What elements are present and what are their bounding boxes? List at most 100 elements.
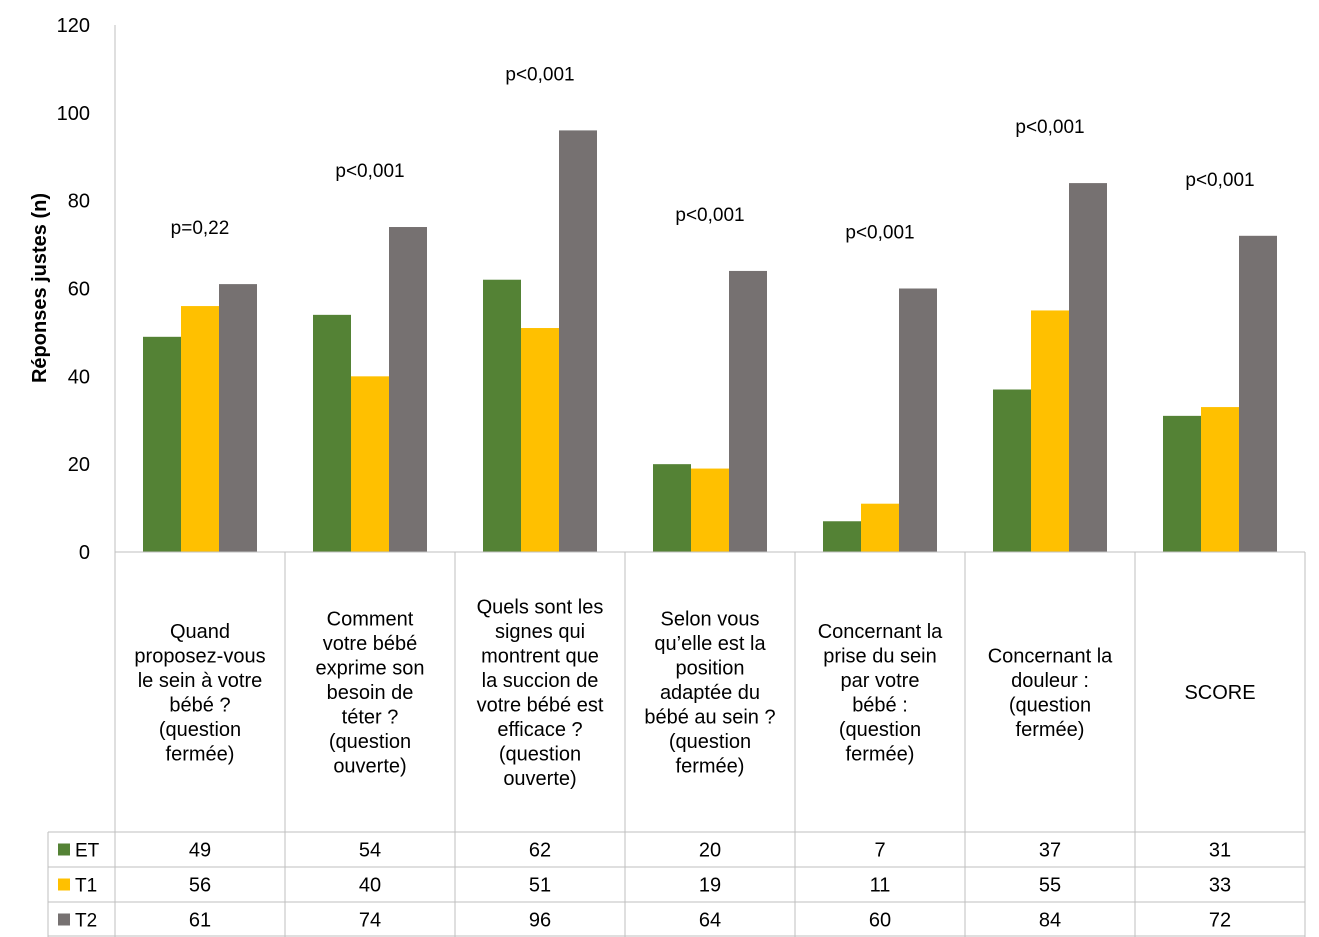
category-label-line: bébé :: [852, 694, 908, 716]
bar-et-1: [143, 336, 181, 552]
legend-key-et: [58, 843, 70, 856]
bar-et-7: [1163, 415, 1201, 552]
bar-et-5: [823, 521, 861, 552]
bar-t2-2: [389, 227, 427, 552]
table-cell-value: 96: [529, 910, 551, 932]
y-tick-label: 20: [68, 454, 90, 476]
legend-key-t2: [58, 913, 70, 926]
category-label-line: (question: [499, 743, 581, 765]
bar-t1-1: [181, 306, 219, 552]
category-label: Selon vous qu’elle est la position adaptée …: [644, 609, 775, 778]
bars: [143, 130, 1277, 553]
table-cell-value: 64: [699, 910, 721, 932]
category-label-line: (question: [159, 719, 241, 741]
legend-label-t2: T2: [75, 911, 97, 932]
p-value-label: p<0,001: [845, 223, 914, 244]
p-value-label: p<0,001: [1015, 117, 1084, 138]
table-cell-value: 84: [1039, 910, 1061, 932]
table-cell-value: 49: [189, 840, 211, 862]
bar-et-6: [993, 389, 1031, 552]
category-label-line: la succion de: [482, 670, 599, 692]
category-label-line: (question: [1009, 694, 1091, 716]
category-label: Concernant la prise du sein par votre bébé …: [818, 621, 943, 766]
category-label-line: exprime son: [316, 658, 425, 680]
category-label-line: par votre: [841, 670, 920, 692]
table-cell-value: 31: [1209, 840, 1231, 862]
category-label: Concernant la douleur : (question fermée): [988, 645, 1113, 741]
category-label-line: Comment: [327, 609, 414, 631]
bar-t1-6: [1031, 310, 1069, 552]
category-label-line: SCORE: [1184, 682, 1255, 704]
y-tick-label: 120: [57, 15, 90, 37]
category-label-line: téter ?: [342, 707, 399, 729]
legend-label-et: ET: [75, 841, 100, 862]
y-tick-label: 40: [68, 366, 90, 388]
table-cell-value: 33: [1209, 875, 1231, 897]
category-label: Quand proposez-vous le sein à votre bébé ? (…: [134, 621, 265, 766]
y-tick-label: 100: [57, 103, 90, 125]
category-label-line: fermée): [676, 756, 745, 778]
category-label-line: bébé ?: [169, 694, 230, 716]
category-label-line: Concernant la: [818, 621, 943, 643]
category-label-line: position: [676, 658, 745, 680]
bar-t1-4: [691, 468, 729, 552]
category-label-line: besoin de: [327, 682, 414, 704]
table-cell-value: 11: [870, 875, 891, 897]
table-cell-value: 54: [359, 840, 381, 862]
table-cell-value: 51: [529, 875, 551, 897]
category-label-line: proposez-vous: [134, 645, 265, 667]
category-label-line: Quels sont les: [477, 596, 604, 618]
category-label-line: fermée): [846, 743, 915, 765]
category-label-line: montrent que: [481, 645, 599, 667]
bar-t2-4: [729, 270, 767, 552]
table-cell-value: 37: [1039, 840, 1061, 862]
p-value-label: p<0,001: [505, 64, 574, 85]
y-tick-label: 60: [68, 279, 90, 301]
table-cell-value: 62: [529, 840, 551, 862]
category-label: Quels sont les signes qui montrent que la s…: [477, 596, 604, 790]
bar-et-2: [313, 314, 351, 552]
bar-t2-3: [559, 130, 597, 552]
category-label-line: votre bébé: [323, 633, 418, 655]
category-label-line: votre bébé est: [477, 694, 604, 716]
p-value-label: p=0,22: [171, 218, 230, 239]
category-label-line: le sein à votre: [138, 670, 263, 692]
category-label: SCORE: [1184, 682, 1255, 704]
category-label-line: efficace ?: [497, 719, 582, 741]
table-cell-value: 7: [874, 840, 885, 862]
bar-et-3: [483, 279, 521, 552]
category-label: Comment votre bébé exprime son besoin de tét…: [316, 609, 425, 778]
category-label-line: (question: [329, 731, 411, 753]
y-tick-label: 0: [79, 542, 90, 564]
category-label-line: adaptée du: [660, 682, 760, 704]
bar-t1-2: [351, 376, 389, 552]
table-cell-value: 60: [869, 910, 891, 932]
table-cell-value: 61: [189, 910, 211, 932]
table-cell-value: 19: [699, 875, 721, 897]
p-value-label: p<0,001: [335, 161, 404, 182]
legend-label-t1: T1: [75, 876, 97, 897]
category-label-line: douleur :: [1011, 670, 1089, 692]
category-label-line: (question: [839, 719, 921, 741]
bar-t1-3: [521, 328, 559, 552]
category-label-line: fermée): [1016, 719, 1085, 741]
table-cell-value: 72: [1209, 910, 1231, 932]
bar-t1-5: [861, 503, 899, 552]
p-value-label: p<0,001: [1185, 170, 1254, 191]
category-label-line: ouverte): [333, 756, 406, 778]
data-table: Quand proposez-vous le sein à votre bébé ? (…: [47, 551, 1306, 937]
category-label-line: signes qui: [495, 621, 585, 643]
bar-t2-5: [899, 288, 937, 552]
p-value-annotations: p=0,22 p<0,001 p<0,001 p<0,001 p<0,001 p<0,00…: [171, 64, 1255, 243]
table-cell-value: 56: [189, 875, 211, 897]
y-axis-title: Réponses justes (n): [29, 193, 51, 383]
table-cell-value: 40: [359, 875, 381, 897]
bar-t2-7: [1239, 235, 1277, 553]
category-label-line: prise du sein: [823, 645, 936, 667]
category-label-line: Selon vous: [661, 609, 760, 631]
category-label-line: bébé au sein ?: [644, 707, 775, 729]
y-axis: 0 20 40 60 80 100 120: [57, 15, 116, 564]
table-cell-value: 55: [1039, 875, 1061, 897]
category-label-line: (question: [669, 731, 751, 753]
